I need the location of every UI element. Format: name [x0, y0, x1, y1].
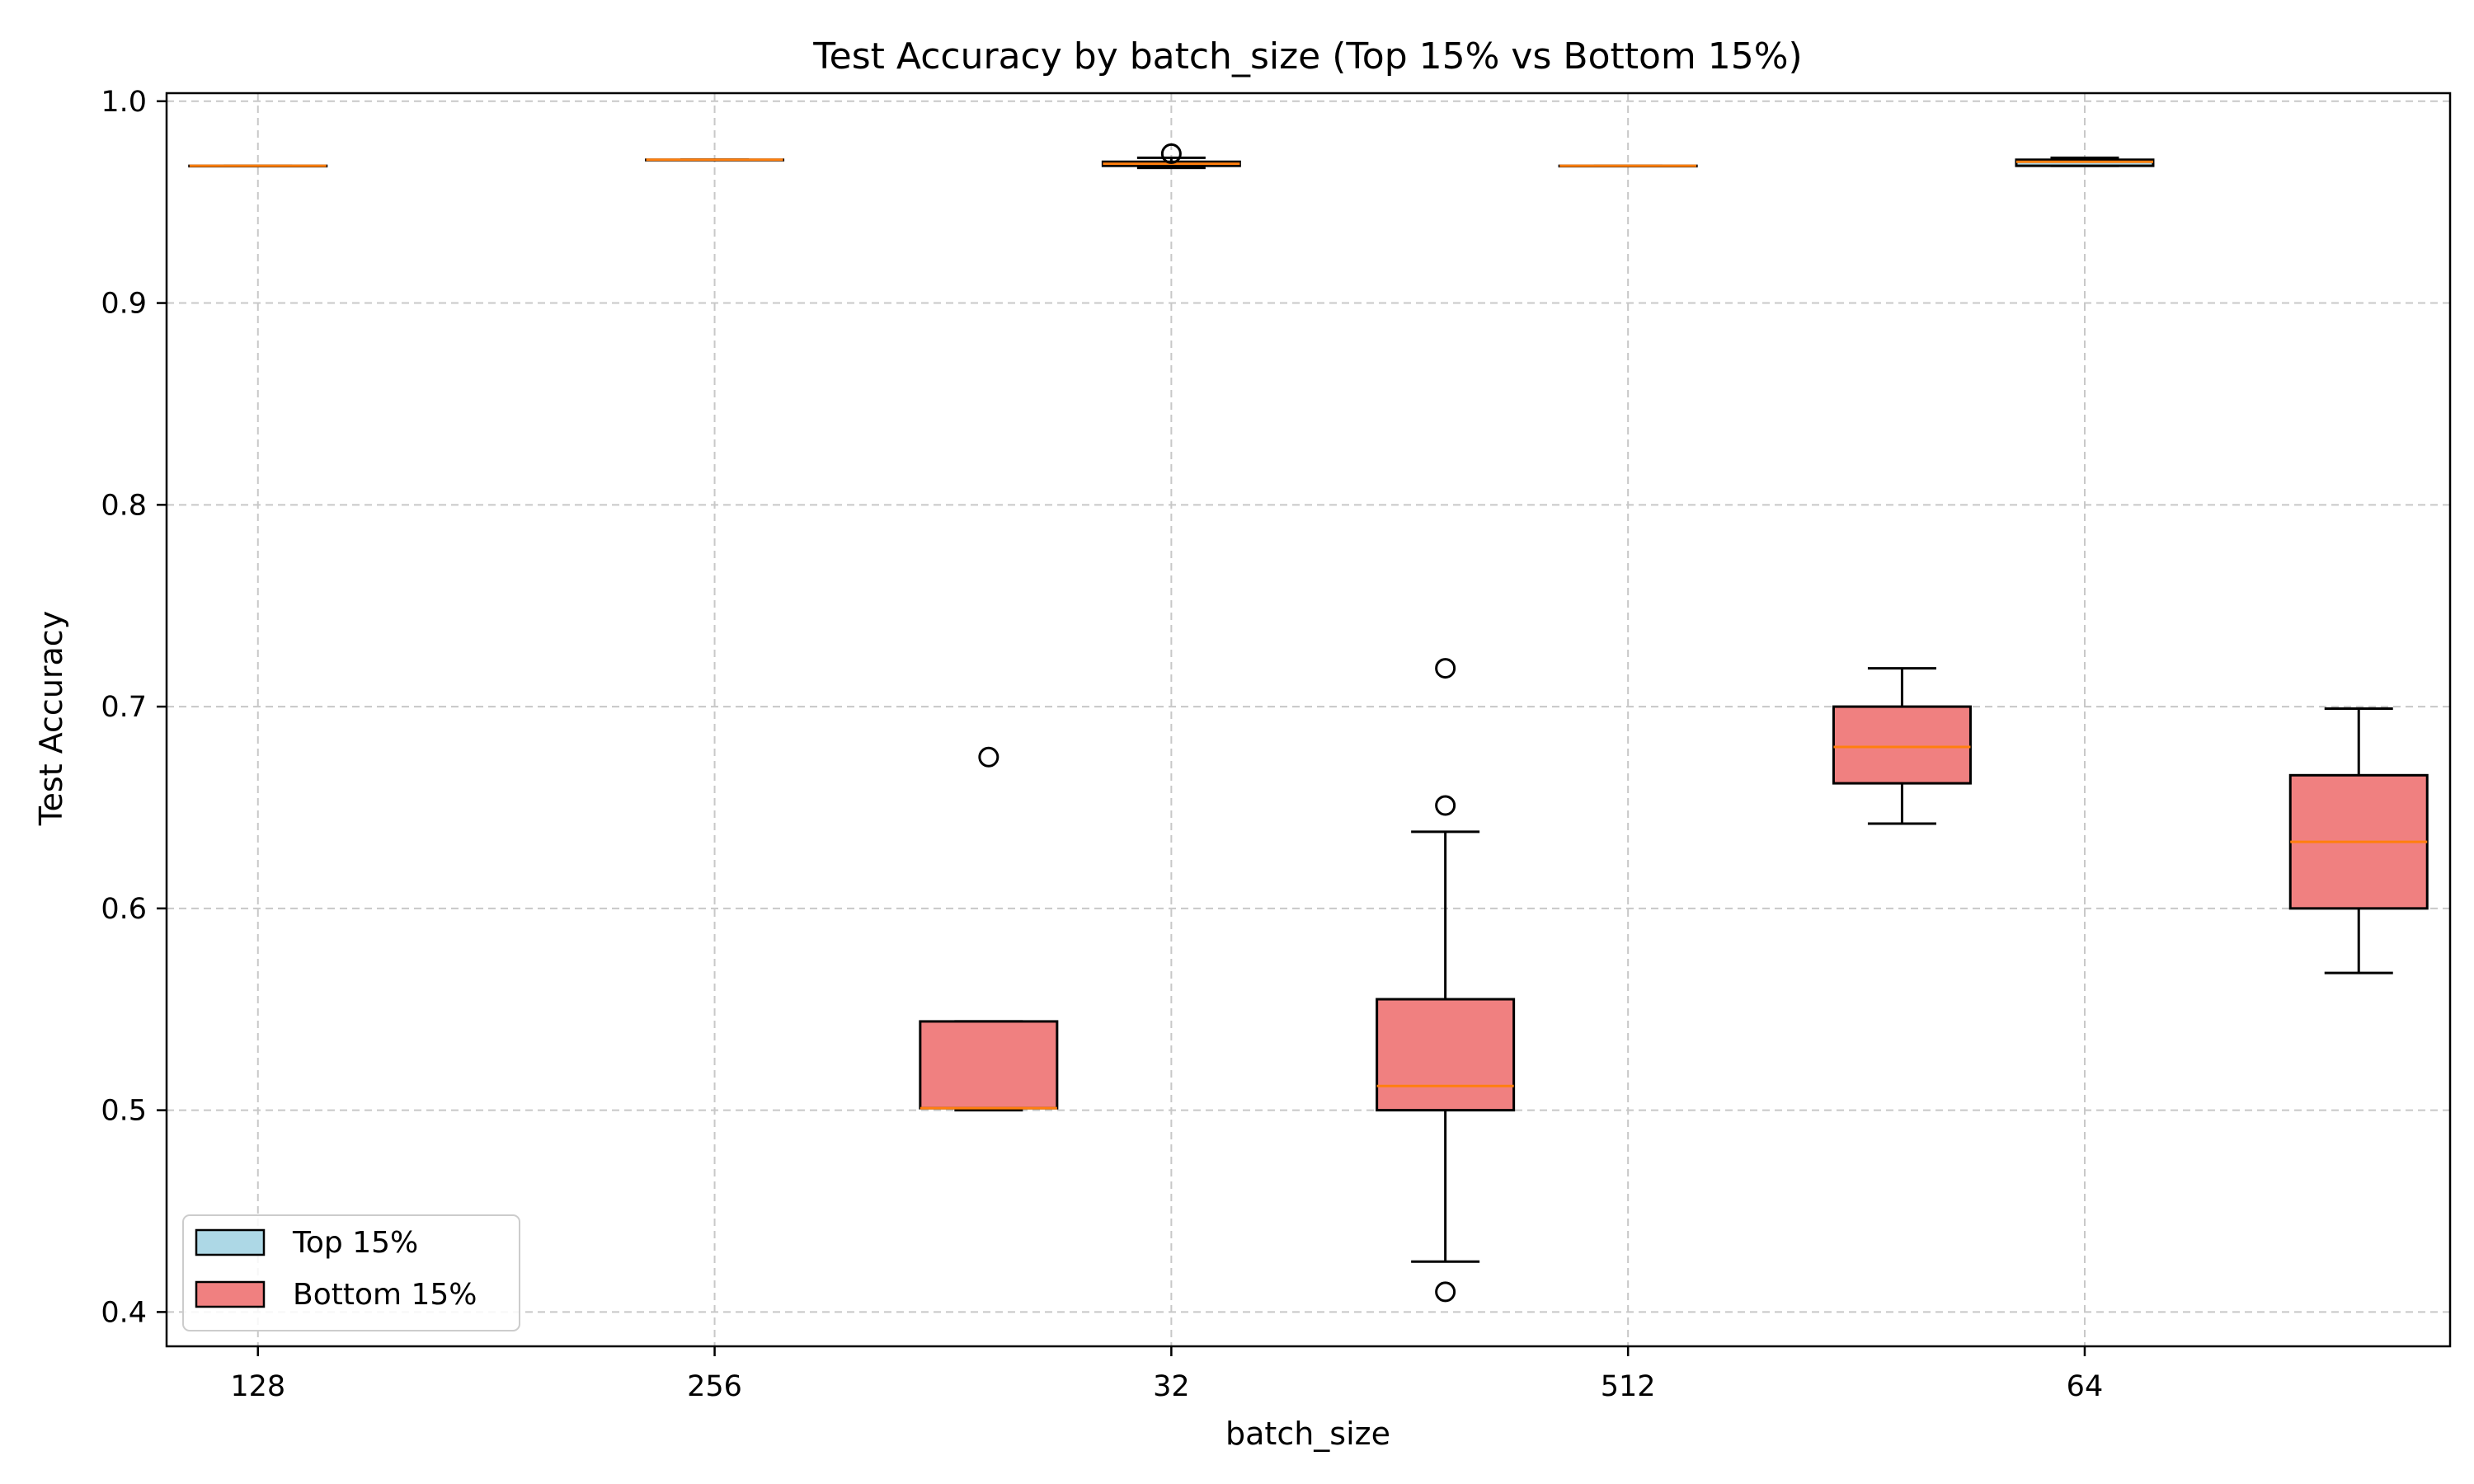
box-512 [1832, 667, 1972, 825]
box-32 [1101, 143, 1241, 170]
box-iqr [919, 1020, 1059, 1110]
x-tick-label: 128 [230, 1370, 285, 1403]
outlier-point [1435, 1281, 1456, 1303]
x-tick-label: 64 [2067, 1370, 2104, 1403]
legend-label-top: Top 15% [292, 1226, 418, 1260]
axis-ticks: 0.4 0.5 0.6 0.7 0.8 0.9 1.0 128 256 32 512 64 [101, 86, 2103, 1403]
x-axis-label: batch_size [1225, 1416, 1390, 1452]
box-64 [2015, 156, 2155, 167]
box-iqr [1832, 705, 1972, 785]
y-axis-label: Test Accuracy [33, 611, 69, 826]
legend-label-bottom: Bottom 15% [293, 1278, 477, 1312]
box-iqr [1376, 998, 1516, 1112]
outlier-point [1435, 795, 1456, 816]
plot-frame [165, 92, 2452, 1348]
y-tick-label: 0.7 [101, 691, 147, 724]
box-256 [645, 158, 785, 162]
top-15-series [188, 143, 2155, 170]
legend: Top 15% Bottom 15% [182, 1214, 520, 1331]
y-tick-label: 0.6 [101, 893, 147, 926]
y-tick-label: 0.5 [101, 1095, 147, 1128]
box-32 [1376, 658, 1516, 1303]
legend-swatch-top [195, 1228, 266, 1256]
box-512 [1558, 164, 1698, 168]
chart-title: Test Accuracy by batch_size (Top 15% vs … [812, 35, 1802, 77]
y-tick-label: 0.9 [101, 288, 147, 321]
box-128 [188, 164, 328, 168]
outlier-point [1160, 143, 1182, 164]
y-tick-label: 1.0 [101, 86, 147, 119]
outlier-point [978, 746, 999, 768]
grid-lines [167, 93, 2450, 1346]
legend-frame [182, 1214, 520, 1331]
y-tick-label: 0.8 [101, 489, 147, 522]
box-series [188, 143, 2429, 1303]
y-tick-label: 0.4 [101, 1296, 147, 1329]
legend-swatch-bottom [195, 1280, 266, 1308]
outlier-point [1435, 658, 1456, 679]
box-64 [2288, 707, 2429, 974]
x-tick-label: 512 [1601, 1370, 1656, 1403]
x-tick-label: 32 [1153, 1370, 1190, 1403]
box-256 [919, 746, 1059, 1112]
bottom-15-series [919, 658, 2429, 1303]
x-tick-label: 256 [687, 1370, 742, 1403]
